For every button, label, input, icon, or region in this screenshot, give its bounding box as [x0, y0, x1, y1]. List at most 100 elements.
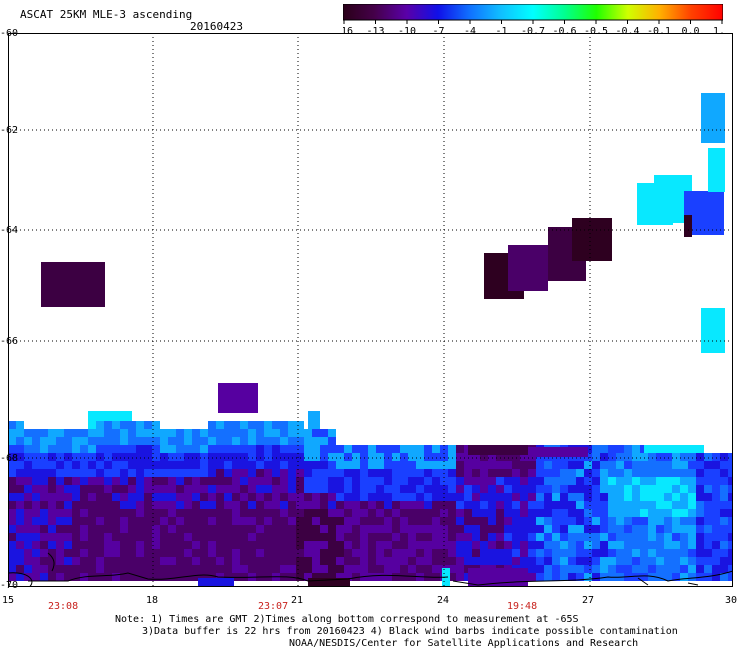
swath-cell	[240, 565, 248, 573]
swath-cell	[152, 517, 160, 525]
swath-cell	[448, 573, 456, 581]
swath-cell	[32, 541, 40, 549]
swath-cell	[256, 533, 264, 541]
swath-cell	[160, 509, 168, 517]
swath-cell	[240, 533, 248, 541]
swath-cell	[664, 501, 672, 509]
swath-cell	[152, 477, 160, 485]
swath-cell	[688, 469, 696, 477]
swath-cell	[576, 525, 584, 533]
swath-cell	[408, 477, 416, 485]
swath-cell	[688, 501, 696, 509]
swath-cell	[24, 565, 32, 573]
swath-cell	[8, 461, 16, 469]
swath-cell	[56, 573, 64, 581]
swath-cell	[272, 517, 280, 525]
swath-cell	[704, 453, 712, 461]
swath-cell	[96, 501, 104, 509]
swath-cell	[112, 517, 120, 525]
swath-cell	[400, 533, 408, 541]
swath-cell	[64, 445, 72, 453]
swath-cell	[56, 493, 64, 501]
note-line-2: 3)Data buffer is 22 hrs from 20160423 4)…	[142, 626, 678, 637]
swath-cell	[32, 533, 40, 541]
swath-cell	[232, 509, 240, 517]
swath-cell	[680, 477, 688, 485]
swath-cell	[688, 477, 696, 485]
swath-cell	[216, 509, 224, 517]
swath-cell	[96, 493, 104, 501]
swath-cell	[192, 573, 200, 581]
swath-cell	[624, 453, 632, 461]
swath-cell	[720, 525, 728, 533]
swath-cell	[24, 493, 32, 501]
swath-cell	[96, 421, 104, 429]
swath-cell	[120, 517, 128, 525]
swath-cell	[40, 573, 48, 581]
swath-cell	[560, 525, 568, 533]
swath-cell	[328, 493, 336, 501]
swath-cell	[264, 453, 272, 461]
swath-cell	[640, 493, 648, 501]
swath-cell	[104, 437, 112, 445]
swath-cell	[72, 557, 80, 565]
swath-cell	[720, 573, 728, 581]
swath-cell	[496, 517, 504, 525]
swath-cell	[304, 509, 312, 517]
swath-cell	[456, 525, 464, 533]
swath-cell	[696, 477, 704, 485]
swath-cell	[80, 509, 88, 517]
swath-cell	[400, 525, 408, 533]
swath-cell	[701, 93, 725, 143]
swath-cell	[104, 557, 112, 565]
swath-cell	[504, 541, 512, 549]
swath-cell	[336, 477, 344, 485]
y-label: -60	[0, 28, 19, 39]
swath-cell	[240, 477, 248, 485]
swath-cell	[16, 493, 24, 501]
swath-cell	[728, 557, 733, 565]
swath-cell	[480, 517, 488, 525]
swath-cell	[152, 549, 160, 557]
swath-cell	[192, 461, 200, 469]
swath-cell	[56, 429, 64, 437]
swath-cell	[120, 573, 128, 581]
swath-cell	[352, 509, 360, 517]
swath-cell	[720, 501, 728, 509]
swath-cell	[552, 525, 560, 533]
swath-cell	[256, 501, 264, 509]
swath-cell	[56, 501, 64, 509]
swath-cell	[184, 445, 192, 453]
swath-cell	[720, 453, 728, 461]
swath-cell	[56, 445, 64, 453]
swath-cell	[136, 493, 144, 501]
swath-cell	[264, 509, 272, 517]
swath-cell	[352, 501, 360, 509]
swath-cell	[264, 557, 272, 565]
swath-cell	[632, 541, 640, 549]
swath-cell	[472, 509, 480, 517]
swath-cell	[544, 485, 552, 493]
swath-cell	[344, 501, 352, 509]
swath-cell	[240, 437, 248, 445]
swath-cell	[656, 533, 664, 541]
swath-cell	[128, 461, 136, 469]
swath-cell	[672, 453, 680, 461]
swath-cell	[136, 445, 144, 453]
swath-cell	[32, 469, 40, 477]
swath-cell	[456, 501, 464, 509]
swath-cell	[136, 437, 144, 445]
swath-cell	[224, 453, 232, 461]
swath-cell	[520, 509, 528, 517]
swath-cell	[120, 437, 128, 445]
swath-cell	[680, 541, 688, 549]
swath-cell	[360, 509, 368, 517]
swath-cell	[288, 469, 296, 477]
swath-cell	[328, 501, 336, 509]
swath-cell	[568, 533, 576, 541]
swath-cell	[176, 477, 184, 485]
swath-cell	[720, 493, 728, 501]
swath-cell	[216, 517, 224, 525]
swath-cell	[720, 541, 728, 549]
swath-cell	[64, 533, 72, 541]
